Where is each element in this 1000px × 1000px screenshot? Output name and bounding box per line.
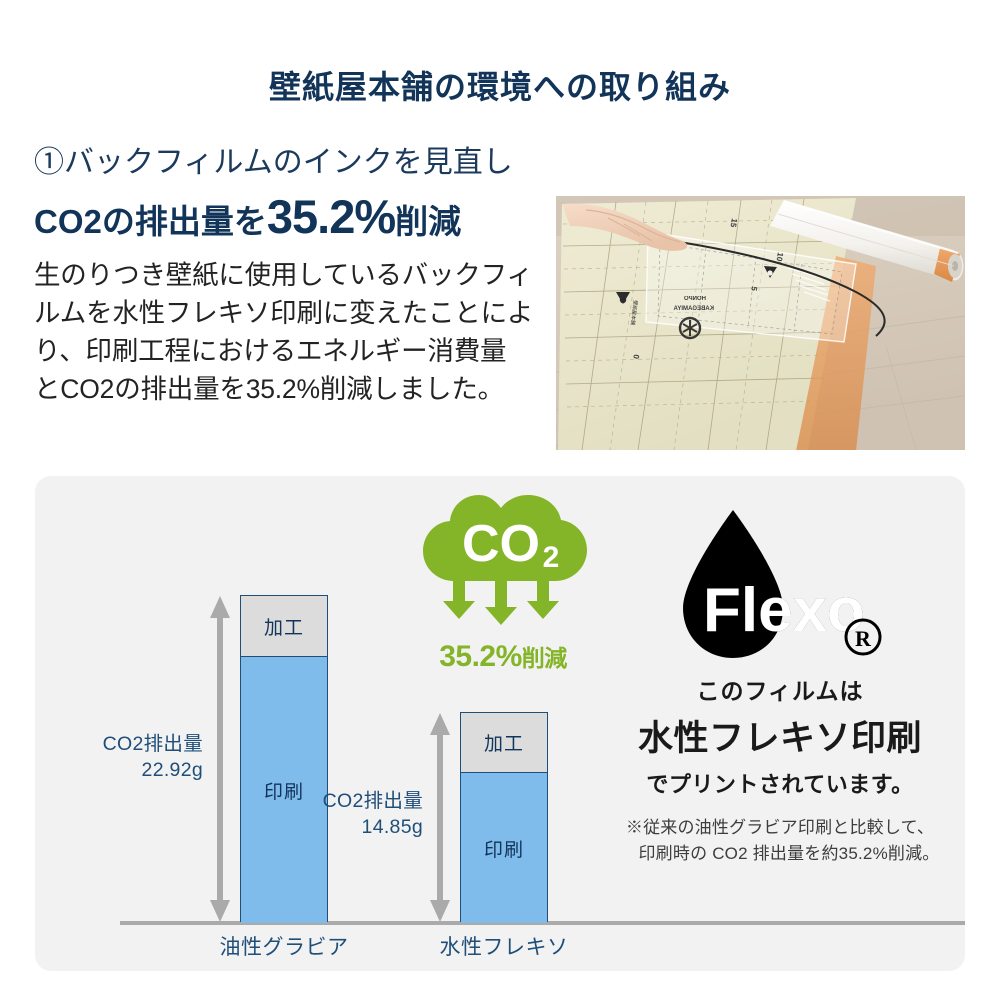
page-title: 壁紙屋本舗の環境への取り組み — [268, 69, 731, 105]
category-label-text: 油性グラビア — [219, 936, 349, 959]
copy-body-line: り、印刷工程におけるエネルギー消費量 — [34, 335, 507, 366]
bar-segment-processing-label: 加工 — [263, 617, 304, 639]
flexo-badge: Flexo Flexo R このフィルムは 水性フレキソ印刷 でプリントされてい… — [595, 504, 965, 868]
co2-bar-chart: 加工 印刷 CO2排出量 22.92g 油性グラビア — [35, 476, 965, 971]
flexo-line-3: でプリントされています。 — [646, 772, 914, 797]
co2-cloud-icon: CO 2 — [423, 495, 587, 625]
svg-text:15: 15 — [728, 218, 739, 229]
ink-droplet-icon: Flexo Flexo R — [683, 510, 882, 658]
chart-baseline — [120, 921, 965, 925]
bar-2-category-label: 水性フレキソ — [434, 931, 574, 961]
co2-cloud-label: CO — [462, 515, 540, 573]
copy-headline: CO2の排出量を 35.2% 削減 — [34, 189, 544, 245]
svg-text:KABEGAMIYA: KABEGAMIYA — [673, 306, 714, 312]
svg-text:R: R — [855, 626, 872, 651]
svg-text:5: 5 — [749, 286, 759, 292]
category-label-text: 水性フレキソ — [439, 936, 569, 959]
product-photo: 壁紙屋本舗 HONPO KABEGAMIYA — [556, 196, 965, 450]
flexo-note: ※従来の油性グラビア印刷と比較して、 印刷時の CO2 排出量を約35.2%削減… — [595, 815, 965, 868]
bar-water-flexo: 加工 印刷 — [460, 712, 548, 923]
bar-segment-printing-label: 印刷 — [483, 839, 524, 861]
bar-oil-gravure: 加工 印刷 — [240, 595, 328, 923]
bar-segment-printing: 印刷 — [241, 657, 327, 923]
emission-label-value: 22.92g — [141, 759, 203, 782]
copy-headline-suffix: 削減 — [395, 202, 462, 240]
flexo-logo-text-shadow: Flexo — [703, 576, 865, 645]
flexo-logo: Flexo Flexo R — [595, 504, 965, 670]
bar-1-category-label: 油性グラビア — [214, 931, 354, 961]
svg-text:10: 10 — [774, 252, 785, 263]
copy-step-label: ①バックフィルムのインクを見直し — [34, 146, 513, 179]
copy-body-line: 生のりつき壁紙に使用しているバックフィ — [34, 259, 533, 290]
bar-segment-printing: 印刷 — [461, 773, 547, 923]
svg-text:壁紙屋本舗: 壁紙屋本舗 — [629, 300, 639, 326]
copy-body-line: ルムを水性フレキソ印刷に変えたことによ — [34, 297, 534, 328]
co2-reduction-caption: 35.2%削減 — [403, 639, 603, 674]
bar-segment-processing: 加工 — [461, 713, 547, 773]
double-arrow-vertical-icon — [430, 713, 450, 922]
bar-1-emission-label: CO2排出量 22.92g — [73, 731, 203, 784]
copy-block: ①バックフィルムのインクを見直し CO2の排出量を 35.2% 削減 生のりつき… — [34, 146, 544, 408]
flexo-line-1: このフィルムは — [696, 678, 864, 704]
wallpaper-film-photo-illustration: 壁紙屋本舗 HONPO KABEGAMIYA — [556, 196, 965, 450]
svg-text:0: 0 — [631, 354, 641, 360]
flexo-line-2: 水性フレキソ印刷 — [637, 719, 922, 758]
bar-segment-processing-label: 加工 — [483, 734, 524, 755]
flexo-note-line: 印刷時の CO2 排出量を約35.2%削減。 — [638, 844, 940, 864]
co2-reduction-suffix: 削減 — [521, 645, 568, 671]
bar-1-total-arrow — [209, 596, 231, 922]
copy-headline-value: 35.2% — [266, 189, 396, 243]
flexo-note-line: ※従来の油性グラビア印刷と比較して、 — [625, 818, 935, 837]
wallpaper-roll-illustration — [770, 200, 965, 282]
downward-arrows-icon — [443, 581, 559, 625]
double-arrow-vertical-icon — [210, 596, 230, 922]
bar-segment-processing: 加工 — [241, 596, 327, 657]
hand-illustration — [562, 203, 688, 251]
co2-reduction-value: 35.2% — [439, 640, 522, 673]
bar-2-emission-label: CO2排出量 14.85g — [293, 788, 423, 841]
co2-cloud-label-subscript: 2 — [543, 541, 560, 574]
bar-2-total-arrow — [429, 713, 451, 922]
copy-body-line: とCO2の排出量を35.2%削減しました。 — [34, 373, 504, 404]
copy-body: 生のりつき壁紙に使用しているバックフィ ルムを水性フレキソ印刷に変えたことによ … — [34, 257, 544, 409]
co2-reduction-callout: CO 2 35.2%削減 — [403, 489, 603, 679]
flexo-logo-text: Flexo — [703, 576, 865, 645]
copy-headline-prefix: CO2の排出量を — [34, 202, 267, 240]
bar-segment-printing-label: 印刷 — [263, 781, 304, 803]
emission-label-text: CO2排出量 — [322, 790, 423, 812]
registered-mark-icon: R — [844, 618, 882, 656]
co2-comparison-panel: 加工 印刷 CO2排出量 22.92g 油性グラビア — [35, 476, 965, 971]
svg-text:HONPO: HONPO — [684, 296, 706, 302]
emission-label-value: 14.85g — [361, 816, 423, 839]
emission-label-text: CO2排出量 — [102, 733, 203, 755]
